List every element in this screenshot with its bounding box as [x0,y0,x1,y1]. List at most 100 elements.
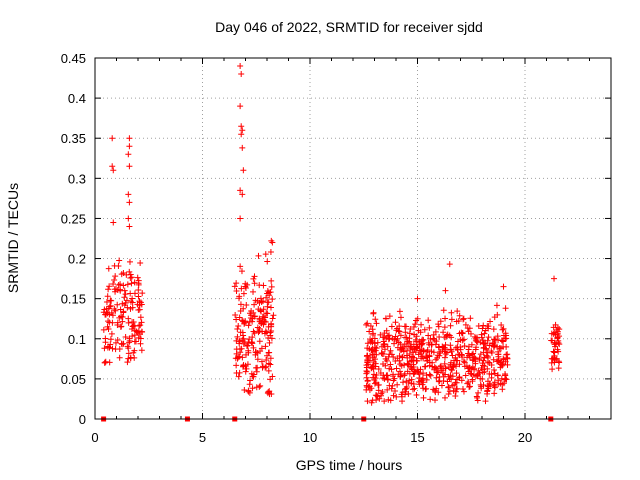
y-tick-label: 0.3 [68,171,86,186]
data-point [109,135,116,142]
x-tick-label: 0 [91,430,98,445]
data-point [129,304,136,311]
data-point [410,324,417,331]
data-point [125,191,132,198]
data-point [503,351,510,358]
data-point [384,343,391,350]
data-point [249,385,256,392]
data-point [114,319,121,326]
data-point [478,334,485,341]
data-point [239,144,246,151]
data-point [251,280,258,287]
data-point [455,351,462,358]
data-point [120,340,127,347]
data-point [442,315,449,322]
data-point [363,321,370,328]
data-point [238,123,245,130]
data-point [120,269,127,276]
data-point [386,365,393,372]
data-point [383,327,390,334]
data-point [265,367,272,374]
data-point [387,347,394,354]
data-point [423,376,430,383]
data-point [392,333,399,340]
data-point [102,311,109,318]
data-point [107,336,114,343]
data-point [373,372,380,379]
data-point [136,306,143,313]
chart-title: Day 046 of 2022, SRMTID for receiver sjd… [215,19,483,35]
data-point [251,273,258,280]
data-point [119,300,126,307]
data-point [440,365,447,372]
data-point [138,319,145,326]
data-point [246,381,253,388]
data-point [435,378,442,385]
data-point [447,346,454,353]
data-point [364,320,371,327]
data-point [453,379,460,386]
data-point [488,361,495,368]
data-point [477,375,484,382]
data-point [122,333,129,340]
data-point [469,357,476,364]
data-point [382,362,389,369]
data-point [265,289,272,296]
data-point [416,371,423,378]
data-point [237,349,244,356]
data-point [480,357,487,364]
data-point [449,352,456,359]
data-point [402,334,409,341]
data-point [363,374,370,381]
data-point [432,365,439,372]
data-point [491,379,498,386]
data-point [411,385,418,392]
data-point [445,383,452,390]
data-point [426,371,433,378]
data-point [556,326,563,333]
data-point [106,344,113,351]
y-tick-labels: 0 0.05 0.1 0.15 0.2 0.25 0.3 0.35 0.4 0.45 [61,51,86,427]
data-point [471,366,478,373]
data-point [368,399,375,406]
data-point [554,335,561,342]
data-point [484,390,491,397]
data-point [431,336,438,343]
data-point [466,352,473,359]
data-point [385,336,392,343]
data-point [242,351,249,358]
data-point [268,283,275,290]
data-point [117,323,124,330]
data-point [367,322,374,329]
data-point [250,328,257,335]
data-point [448,316,455,323]
data-point [105,318,112,325]
data-point [372,344,379,351]
data-point [270,312,277,319]
data-point [467,370,474,377]
data-point [250,344,257,351]
data-point [409,357,416,364]
data-point [481,330,488,337]
data-point [105,286,112,293]
data-point [131,279,138,286]
data-point [415,327,422,334]
data-point [242,284,249,291]
data-point [243,342,250,349]
data-point [136,322,143,329]
data-point [126,199,133,206]
data-point [267,376,274,383]
data-point [267,355,274,362]
data-point [445,391,452,398]
data-point [109,319,116,326]
data-point [491,390,498,397]
data-point [432,397,439,404]
data-point [233,337,240,344]
data-point [238,285,245,292]
data-point [237,308,244,315]
data-point [137,259,144,266]
data-point [398,345,405,352]
data-point [266,339,273,346]
data-point [267,304,274,311]
data-point [255,252,262,259]
